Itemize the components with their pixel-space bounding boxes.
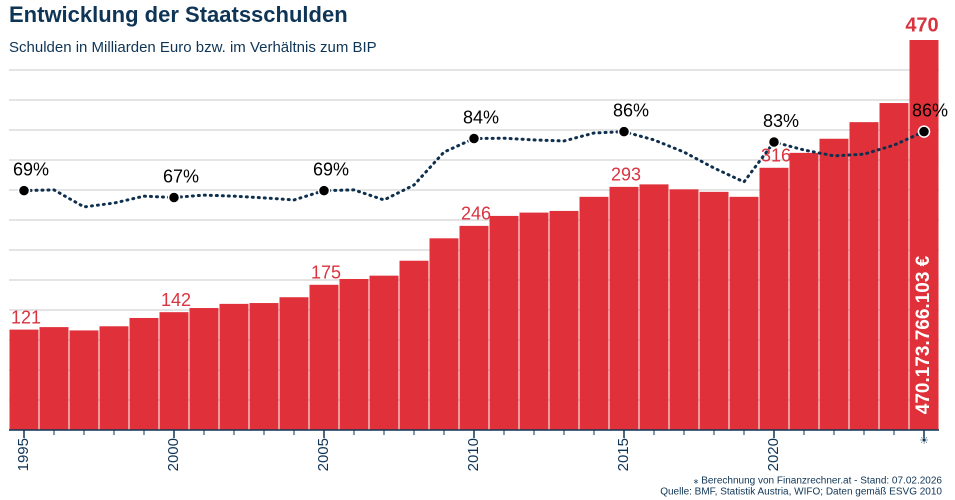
- x-tick-label: ☀: [919, 435, 929, 447]
- chart-subtitle: Schulden in Milliarden Euro bzw. im Verh…: [9, 39, 377, 56]
- bar-value-label: 316: [761, 146, 791, 166]
- footnote: ⁎ Berechnung von Finanzrechner.at - Stan…: [693, 476, 942, 487]
- x-tick-label: 1995: [15, 438, 32, 471]
- bar: [279, 297, 309, 430]
- ratio-point: [467, 132, 481, 145]
- ratio-point: [917, 125, 931, 138]
- ratio-label: 69%: [313, 159, 349, 179]
- bar-annotation: 470.173.766.103 €: [913, 255, 934, 414]
- bar: [669, 189, 699, 430]
- bar: [159, 312, 189, 430]
- bar: [39, 327, 69, 430]
- bar-value-label: 293: [611, 165, 641, 185]
- bar: [789, 152, 819, 430]
- bar-value-label: 121: [11, 307, 41, 327]
- bar: [459, 225, 489, 430]
- bar: [489, 215, 519, 430]
- x-tick-label: 2015: [615, 438, 632, 471]
- ratio-label: 83%: [763, 111, 799, 131]
- bar: [219, 303, 249, 430]
- bar: [9, 329, 39, 430]
- x-tick-label: 2020: [765, 438, 782, 471]
- bar: [549, 210, 579, 430]
- bar-value-label: 175: [311, 263, 341, 283]
- source: Quelle: BMF, Statistik Austria, WIFO; Da…: [660, 487, 942, 498]
- bar: [399, 260, 429, 430]
- bar: [849, 122, 879, 431]
- ratio-label: 86%: [912, 100, 948, 120]
- x-tick-label: 2005: [315, 438, 332, 471]
- ratio-point: [767, 135, 781, 149]
- bar: [729, 196, 759, 430]
- ratio-point: [17, 184, 31, 197]
- bar: [309, 284, 339, 430]
- bar-value-label: 246: [461, 204, 491, 224]
- bar: [129, 317, 159, 430]
- ratio-point: [317, 184, 331, 197]
- bar: [249, 303, 279, 430]
- bar: [369, 275, 399, 430]
- bar-value-label: 142: [161, 290, 191, 310]
- ratio-point: [167, 191, 181, 204]
- bar: [909, 40, 939, 430]
- bar-value-label: 470: [905, 14, 938, 36]
- bar: [639, 184, 669, 430]
- bar: [69, 330, 99, 430]
- bar: [759, 167, 789, 430]
- bar: [189, 308, 219, 430]
- bar: [519, 212, 549, 430]
- x-tick-label: 2010: [465, 438, 482, 471]
- ratio-point: [617, 125, 631, 138]
- ratio-label: 86%: [613, 100, 649, 120]
- bar: [339, 278, 369, 430]
- bar: [609, 186, 639, 430]
- bar: [879, 103, 909, 430]
- ratio-label: 69%: [13, 159, 49, 179]
- chart-title: Entwicklung der Staatsschulden: [9, 2, 348, 27]
- bar: [699, 191, 729, 430]
- bar: [819, 138, 849, 430]
- ratio-label: 84%: [463, 107, 499, 127]
- ratio-label: 67%: [163, 166, 199, 186]
- bar: [99, 326, 129, 430]
- x-tick-label: 2000: [165, 438, 182, 471]
- bar: [579, 196, 609, 430]
- bar: [429, 238, 459, 430]
